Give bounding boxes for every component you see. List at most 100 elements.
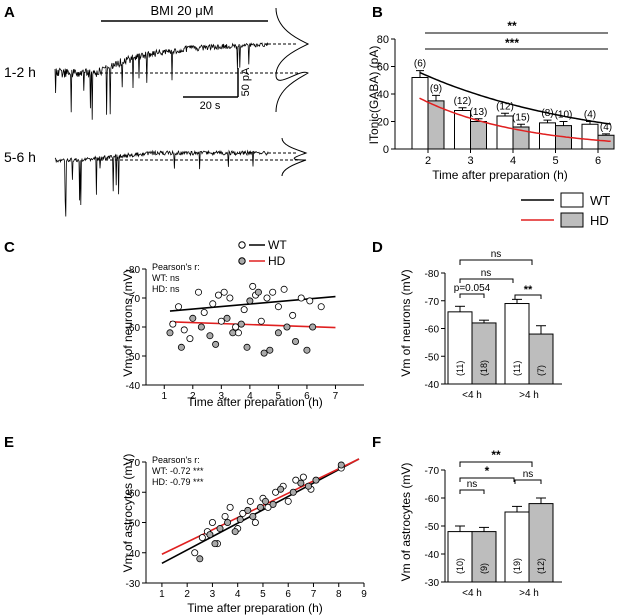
chartC-point-wt — [240, 306, 248, 314]
legend-c-wt: WT — [268, 238, 287, 252]
chartE-point-hd — [312, 476, 320, 484]
chartE-point-hd — [297, 479, 305, 487]
chartC-point-hd — [246, 297, 254, 305]
sig-f-right: ns — [523, 469, 534, 480]
b-fit-wt — [419, 71, 611, 125]
panel-b-letter: B — [372, 4, 383, 21]
legend-wt: WT — [590, 193, 610, 208]
chartC-point-wt — [186, 335, 194, 343]
histogram-2 — [281, 137, 308, 177]
sig-f-mid: * — [485, 464, 490, 478]
chartE-point-hd — [236, 515, 244, 523]
b-n-label: (12) — [496, 101, 514, 112]
chartE-point-wt — [246, 497, 254, 505]
chartC-x-tick-label: 1 — [161, 391, 167, 402]
sig-f-right-bracket — [514, 479, 542, 484]
chartE-point-hd — [269, 500, 277, 508]
panel-c-stats-title: Pearson's r: — [152, 262, 200, 272]
chartE-point-wt — [284, 497, 292, 505]
chartE-y-tick-label: -70 — [126, 458, 141, 469]
b-n-label: (4) — [600, 122, 612, 133]
chartC-point-wt — [214, 291, 222, 299]
sig-f-top-bracket — [459, 461, 533, 467]
chartC-point-wt — [257, 317, 265, 325]
chartE-y-tick-label: -50 — [126, 519, 141, 530]
chartF-y-tick-label: -60 — [425, 494, 440, 505]
chartC-point-wt — [180, 326, 188, 334]
scale-x-label: 20 s — [200, 100, 221, 112]
panel-c-ylabel: Vm of neurons (mV) — [121, 269, 135, 376]
chartF-x-tick-label: >4 h — [519, 588, 539, 599]
chartE-x-tick-label: 2 — [184, 589, 190, 600]
legend-c-hd-marker — [238, 257, 246, 265]
chartF-n-label: (10) — [455, 558, 465, 574]
chartE-point-wt — [198, 534, 206, 542]
chartC-point-wt — [217, 317, 225, 325]
histogram-1 — [275, 7, 310, 113]
chartE-x-tick-label: 3 — [210, 589, 216, 600]
panel-c-stats-hd: HD: ns — [152, 284, 180, 294]
chartF-y-tick-label: -50 — [425, 522, 440, 533]
chartC-point-hd — [254, 288, 262, 296]
chartC-point-wt — [306, 297, 314, 305]
chartC-point-wt — [280, 285, 288, 293]
chartC-point-wt — [289, 311, 297, 319]
sig-f-top: ** — [491, 448, 501, 462]
chartC-point-hd — [212, 340, 220, 348]
chartC-y-tick-label: -70 — [126, 294, 141, 305]
panel-e: E Vm of astrocytes (mV) Time after prepa… — [4, 434, 367, 615]
chartC-y-tick-label: -40 — [126, 381, 141, 392]
sig-d-mid: ns — [481, 268, 492, 279]
chartD-n-label: (18) — [479, 360, 489, 376]
chartE-point-hd — [277, 485, 285, 493]
chartE-point-hd — [249, 512, 257, 520]
chartC-point-hd — [206, 332, 214, 340]
chartC-point-wt — [263, 294, 271, 302]
b-fit-hd — [419, 97, 611, 143]
trace-5-6h — [54, 149, 269, 217]
chartD-n-label: (7) — [536, 365, 546, 376]
chartC-point-hd — [309, 323, 317, 331]
scale-y-label: 50 pA — [240, 67, 252, 96]
chartC-x-tick-label: 5 — [276, 391, 282, 402]
chartF-n-label: (19) — [512, 558, 522, 574]
chartC-point-wt — [209, 300, 217, 308]
sig-f-left: ns — [467, 479, 478, 490]
chartC-point-hd — [229, 329, 237, 337]
b-y-tick-label: 80 — [377, 34, 389, 46]
sig-top: ** — [507, 19, 517, 33]
chartF-y-tick-label: -40 — [425, 550, 440, 561]
b-bar-wt — [496, 115, 514, 150]
chartE-point-wt — [208, 519, 216, 527]
b-n-label: (13) — [470, 107, 488, 118]
sig-d-right-bracket — [514, 294, 542, 299]
chartC-y-tick-label: -80 — [126, 265, 141, 276]
sig-bottom: *** — [505, 36, 519, 50]
sig-d-right: ** — [524, 284, 533, 296]
chartC-point-wt — [195, 288, 203, 296]
chartE-y-tick-label: -30 — [126, 579, 141, 590]
chartE-point-wt — [292, 476, 300, 484]
b-x-tick-label: 3 — [467, 155, 473, 167]
chartF-n-label: (9) — [479, 563, 489, 574]
panel-c-xlabel: Time after preparation (h) — [187, 395, 323, 409]
panel-f-chart: -70 -60 -50 -40 -30 <4 h >4 h (10) (19) (9) (12) — [425, 466, 562, 599]
chartC-point-wt — [220, 288, 228, 296]
chartC-y-tick-label: -60 — [126, 323, 141, 334]
chartE-x-tick-label: 1 — [159, 589, 165, 600]
chartD-bar-hd — [471, 322, 497, 385]
chartD-n-label: (11) — [512, 361, 522, 376]
b-bar-hd — [597, 134, 615, 150]
chartC-x-tick-label: 2 — [190, 391, 196, 402]
chartC-point-wt — [317, 303, 325, 311]
chartD-y-tick-label: -80 — [425, 269, 440, 280]
sig-d-left-bracket — [459, 293, 485, 298]
chartD-n-label: (11) — [455, 361, 465, 376]
b-n-label: (10) — [555, 110, 573, 121]
chartC-point-hd — [189, 314, 197, 322]
b-bar-wt — [411, 77, 429, 150]
panel-d-ylabel: Vm of neurons (mV) — [399, 269, 413, 376]
chartC-point-hd — [283, 323, 291, 331]
